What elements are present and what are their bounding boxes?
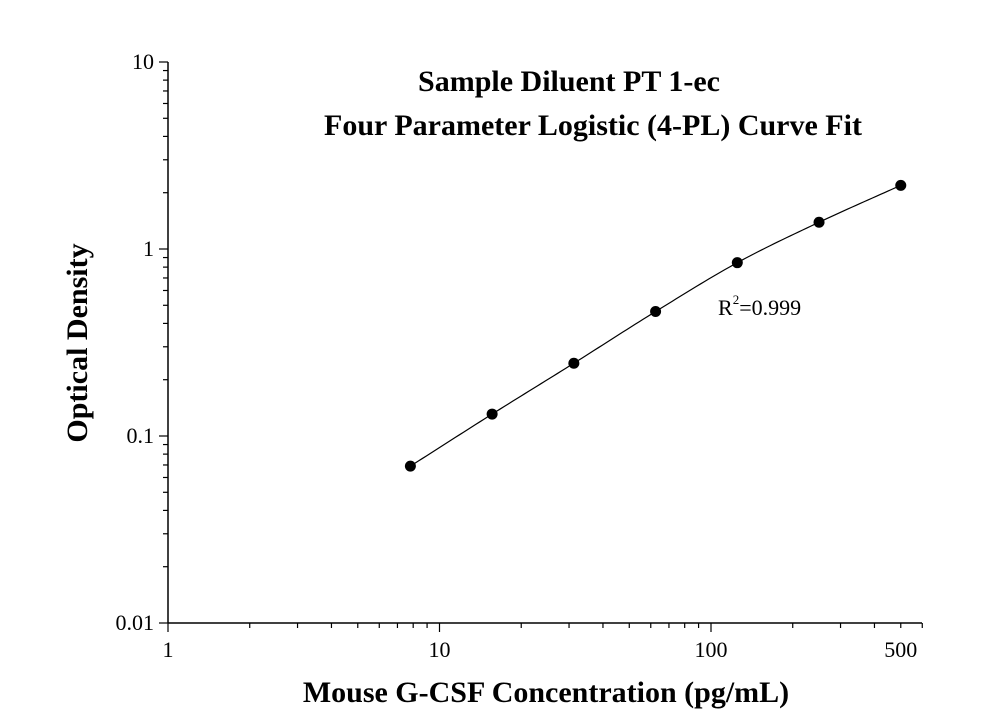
data-point [813, 216, 825, 228]
y-axis-label: Optical Density [61, 243, 94, 442]
chart-title-line1: Sample Diluent PT 1-ec [418, 65, 720, 98]
x-tick-label: 10 [429, 637, 451, 662]
y-tick-label: 0.01 [116, 610, 155, 635]
data-point [404, 460, 416, 472]
axis-tick-labels: 1 10 100 500 0.01 0.1 1 10 [116, 49, 918, 662]
y-tick-label: 0.1 [127, 423, 155, 448]
r-label: R [718, 295, 733, 320]
data-point [486, 408, 498, 420]
data-point [895, 179, 907, 191]
axes [167, 62, 922, 624]
data-points [404, 179, 907, 472]
x-axis-label: Mouse G-CSF Concentration (pg/mL) [303, 676, 789, 709]
fit-curve [410, 184, 902, 467]
x-tick-label: 500 [884, 637, 917, 662]
x-tick-label: 100 [695, 637, 728, 662]
r-squared-annotation: R2=0.999 [718, 292, 801, 320]
chart-title-line2: Four Parameter Logistic (4-PL) Curve Fit [324, 109, 862, 142]
data-point [568, 357, 580, 369]
y-tick-label: 10 [132, 49, 154, 74]
x-tick-label: 1 [163, 637, 174, 662]
y-tick-label: 1 [143, 236, 154, 261]
data-point [650, 306, 662, 318]
r-value: =0.999 [739, 295, 801, 320]
axis-ticks [159, 61, 923, 632]
data-point [731, 257, 743, 269]
r-superscript: 2 [733, 292, 740, 307]
